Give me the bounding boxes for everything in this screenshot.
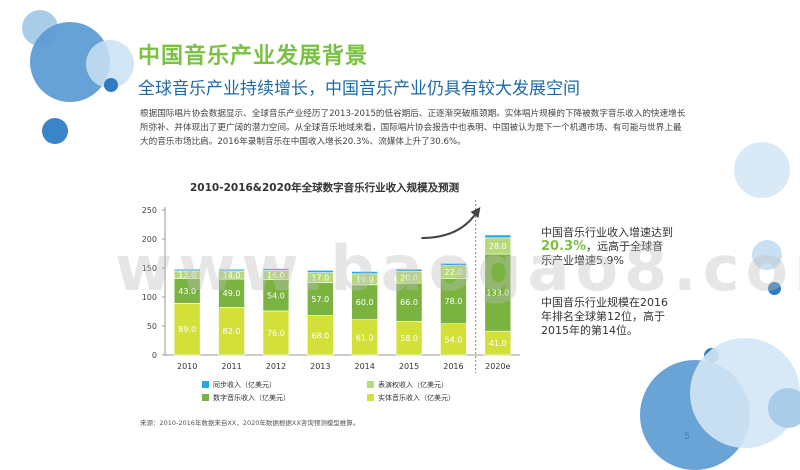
source-note: 来源：2010-2016年数据来自XX，2020年数据根据XX咨询预测模型推算。: [140, 419, 360, 427]
side-note-rank: 中国音乐行业规模在2016年排名全球第12位，高于2015年的第14位。: [541, 296, 668, 337]
legend-label: 实体音乐收入（亿美元）: [378, 393, 455, 402]
data-label: 41.0: [489, 339, 507, 348]
decor-circle: [768, 388, 800, 428]
bar-segment: [307, 270, 334, 273]
decor-circle: [734, 142, 790, 198]
data-label: 57.0: [311, 295, 329, 304]
data-label: 82.0: [223, 327, 241, 336]
legend-label: 数字音乐收入（亿美元）: [213, 393, 290, 402]
y-tick-label: 200: [142, 235, 157, 244]
legend-label: 表演权收入（亿美元）: [378, 380, 448, 389]
chart-title: 2010-2016&2020年全球数字音乐行业收入规模及预测: [190, 182, 460, 194]
x-tick-label: 2015: [399, 362, 419, 371]
data-label: 49.0: [223, 289, 241, 298]
data-label: 22.0: [445, 268, 463, 277]
bar-segment: [395, 282, 423, 322]
data-label: 68.0: [311, 331, 329, 340]
x-tick-label: 2011: [221, 362, 241, 371]
data-label: 13.0: [178, 271, 196, 280]
data-label: 43.0: [178, 287, 196, 296]
bar-segment: [307, 282, 334, 316]
data-label: 20.0: [400, 273, 418, 282]
intro-paragraph: 根据国际唱片协会数据显示、全球音乐产业经历了2013-2015的低谷期后、正逐渐…: [140, 109, 686, 147]
growth-arrow-head: [470, 207, 481, 218]
bar-segment: [484, 234, 512, 239]
decor-circle: [104, 78, 118, 92]
decor-circle: [752, 240, 782, 270]
legend-swatch: [202, 381, 209, 388]
data-label: 54.0: [445, 335, 463, 344]
data-label: 61.0: [356, 333, 374, 342]
y-tick-label: 50: [147, 322, 157, 331]
data-label: 58.0: [400, 334, 418, 343]
data-label: 60.0: [356, 298, 374, 307]
bar-segment: [262, 310, 290, 356]
page-title: 中国音乐产业发展背景: [138, 44, 369, 69]
x-tick-label: 2013: [310, 362, 330, 371]
data-label: 14.0: [223, 271, 241, 280]
legend-swatch: [367, 381, 374, 388]
data-label: 19.0: [356, 275, 374, 284]
y-tick-label: 250: [142, 206, 157, 215]
bar-segment: [218, 278, 245, 308]
revenue-chart: 0 50 100 150 200 250 89.0 43.0 13.0 2010 82.0 49.0 1…: [142, 200, 520, 402]
bar-segment: [351, 271, 378, 275]
bar-segment: [307, 315, 334, 356]
legend-swatch: [202, 394, 209, 401]
growth-highlight: 20.3%: [541, 239, 587, 254]
y-tick-label: 0: [152, 351, 157, 360]
decor-circle: [42, 118, 68, 144]
bar-segment: [440, 323, 467, 356]
page-number: 5: [684, 432, 690, 442]
data-label: 28.0: [489, 242, 507, 251]
data-label: 16.0: [267, 271, 285, 280]
bar-segment: [395, 268, 423, 272]
data-label: 78.0: [445, 297, 463, 306]
decor-circle: [768, 282, 781, 295]
data-label: 89.0: [178, 325, 196, 334]
data-label: 76.0: [267, 329, 285, 338]
x-tick-label: 2020e: [485, 362, 510, 371]
growth-arrow: [421, 213, 477, 239]
bar-segment: [262, 268, 290, 271]
x-tick-label: 2010: [177, 362, 197, 371]
x-tick-label: 2012: [266, 362, 286, 371]
bar-segment: [218, 268, 245, 272]
legend-swatch: [367, 394, 374, 401]
side-note-growth-text: 中国音乐行业收入增速达到: [541, 226, 673, 239]
y-tick-label: 100: [142, 293, 157, 302]
data-label: 17.0: [311, 274, 329, 283]
bar-segment: [351, 284, 378, 320]
bar-segment: [262, 279, 290, 312]
data-label: 54.0: [267, 291, 285, 300]
bar-segment: [440, 263, 467, 266]
x-tick-label: 2014: [355, 362, 375, 371]
y-tick-label: 150: [142, 264, 157, 273]
data-label: 133.0: [486, 289, 509, 298]
x-tick-label: 2016: [443, 362, 463, 371]
bar-segment: [173, 268, 201, 272]
page-subtitle: 全球音乐产业持续增长，中国音乐产业仍具有较大发展空间: [138, 79, 580, 99]
watermark: www.baogao8.com: [115, 232, 800, 305]
side-note-growth-tail: ，远高于全球音乐产业增速5.9%: [541, 240, 664, 267]
data-label: 66.0: [400, 298, 418, 307]
bar-segment: [173, 278, 201, 304]
bar-segment: [395, 321, 423, 356]
side-note-growth: 中国音乐行业收入增速达到20.3%，远高于全球音乐产业增速5.9%: [541, 226, 673, 268]
legend-label: 同步收入（亿美元）: [213, 380, 276, 389]
